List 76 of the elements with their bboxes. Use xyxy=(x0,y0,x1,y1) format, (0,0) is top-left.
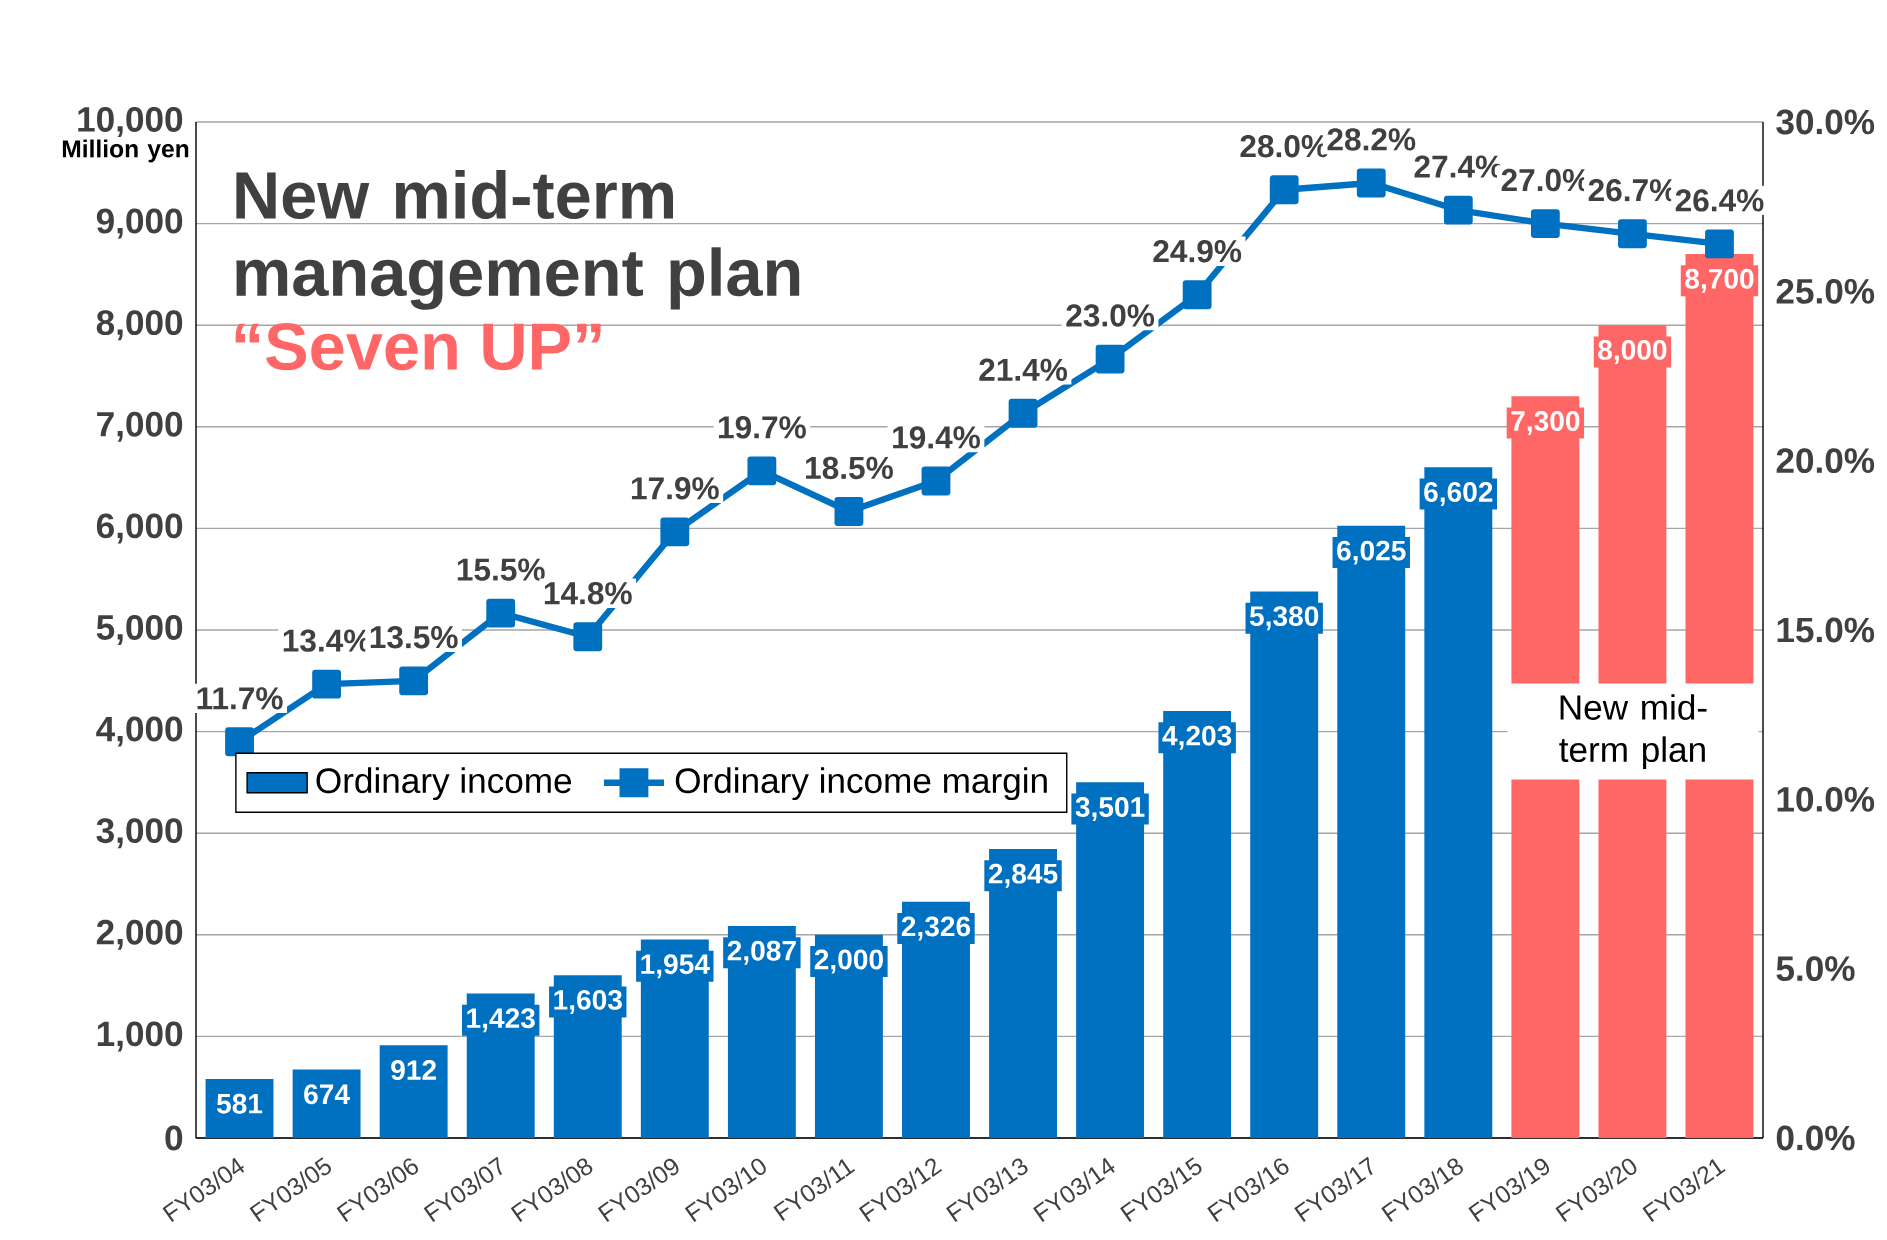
data-label: 13.5% xyxy=(370,626,458,649)
point xyxy=(660,517,690,547)
data-label: 23.0% xyxy=(1066,304,1155,327)
y2-tick-label: 10.0% xyxy=(1777,787,1875,812)
data-label: 1,603 xyxy=(554,990,622,1015)
text: “Seven UP” xyxy=(235,323,601,371)
y-tick-label: 3,000 xyxy=(96,818,183,849)
point xyxy=(312,669,342,699)
point xyxy=(1095,344,1125,374)
y-tick-label: 1,000 xyxy=(97,1021,183,1052)
point xyxy=(1269,175,1299,205)
annotation: New mid-term plan xyxy=(1559,694,1707,770)
y-axis-title: Million yen xyxy=(62,139,189,163)
data-label: 18.5% xyxy=(806,456,893,480)
data-label: 2,845 xyxy=(988,863,1058,888)
data-label: 8,000 xyxy=(1598,340,1667,365)
point xyxy=(834,497,864,527)
data-label: 912 xyxy=(391,1060,436,1081)
y2-tick-label: 30.0% xyxy=(1776,109,1875,135)
point xyxy=(921,466,951,496)
data-label: 19.4% xyxy=(893,426,980,449)
y-tick-label: 8,000 xyxy=(96,310,183,341)
data-label: 28.2% xyxy=(1327,128,1416,151)
point xyxy=(1356,168,1386,198)
point xyxy=(573,622,603,652)
point xyxy=(747,456,777,486)
data-label: 2,326 xyxy=(901,916,971,941)
data-label: 17.9% xyxy=(631,477,719,500)
y-tick-label: 2,000 xyxy=(96,919,183,950)
data-label: 28.0% xyxy=(1240,135,1329,158)
data-label: 3,501 xyxy=(1075,797,1145,822)
data-label: 14.8% xyxy=(544,582,632,605)
data-label: 674 xyxy=(304,1084,350,1105)
point xyxy=(1008,398,1038,428)
data-label: 19.7% xyxy=(719,416,806,439)
data-label: 4,203 xyxy=(1162,725,1232,750)
data-label: 6,025 xyxy=(1337,540,1406,565)
data-label: 1,954 xyxy=(641,954,710,979)
data-label: 26.4% xyxy=(1675,189,1764,212)
y2-tick-label: 25.0% xyxy=(1776,279,1875,304)
y-tick-label: 6,000 xyxy=(96,513,183,544)
data-label: 2,000 xyxy=(814,949,883,974)
point xyxy=(1530,209,1560,239)
legend-label: Ordinary income margin xyxy=(675,767,1047,801)
y-tick-label: 7,000 xyxy=(97,411,183,442)
point xyxy=(486,598,516,628)
point xyxy=(399,666,429,696)
text: New mid-term management plan xyxy=(236,170,800,310)
data-label: 15.5% xyxy=(457,558,545,581)
y-tick-label: 9,000 xyxy=(96,208,183,239)
legend-label: Ordinary income xyxy=(316,767,572,801)
point xyxy=(1705,229,1734,259)
data-label: 8,700 xyxy=(1685,268,1754,293)
data-label: 11.7% xyxy=(197,687,283,710)
point xyxy=(1443,195,1473,225)
data-label: 24.9% xyxy=(1153,240,1242,263)
data-label: 27.4% xyxy=(1414,155,1503,178)
data-label: 2,087 xyxy=(727,940,796,965)
y2-tick-label: 0.0% xyxy=(1776,1125,1855,1151)
data-label: 6,602 xyxy=(1424,482,1493,507)
data-label: 21.4% xyxy=(979,358,1068,382)
data-label: 26.7% xyxy=(1588,179,1677,202)
data-label: 7,300 xyxy=(1511,411,1580,436)
y-tick-label: 4,000 xyxy=(96,716,183,747)
y-tick-label: 10,000 xyxy=(78,107,183,138)
point xyxy=(1182,280,1212,310)
data-label: 1,423 xyxy=(467,1008,535,1033)
point xyxy=(1618,219,1647,249)
y2-tick-label: 5.0% xyxy=(1776,956,1855,982)
y2-tick-label: 15.0% xyxy=(1777,617,1875,643)
y-tick-label: 0 xyxy=(165,1125,183,1151)
y-tick-label: 5,000 xyxy=(96,615,183,646)
data-label: 5,380 xyxy=(1249,606,1319,631)
point xyxy=(225,727,254,757)
y2-tick-label: 20.0% xyxy=(1776,448,1875,474)
data-label: 581 xyxy=(216,1093,263,1114)
